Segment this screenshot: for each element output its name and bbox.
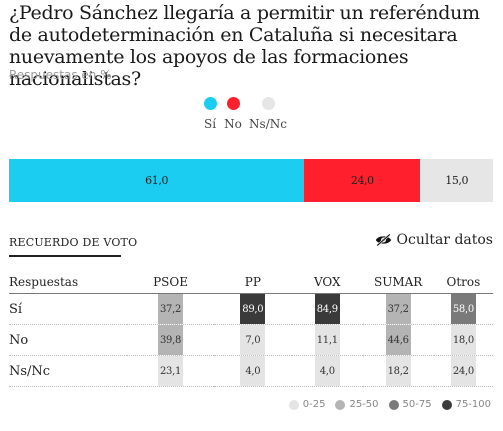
- legend-swatch: [203, 97, 217, 110]
- heatmap-cell: 84,9: [314, 294, 340, 324]
- table-cell: 39,8: [127, 324, 214, 356]
- table-cell: 24,0: [433, 355, 493, 387]
- bar-segment: 24,0: [304, 159, 421, 202]
- column-header: VOX: [291, 271, 363, 294]
- legend-swatch: [226, 97, 240, 110]
- legend-item: Sí: [180, 97, 240, 131]
- table-row: Ns/Nc 23,1 4,0 4,0 18,2 24,0: [9, 355, 493, 387]
- row-header: Respuestas: [9, 271, 128, 294]
- heatmap-cell: 11,1: [314, 325, 340, 355]
- scale-label: 25-50: [349, 399, 379, 410]
- scale-item: 0-25: [288, 399, 326, 410]
- legend-label: Ns/Nc: [249, 117, 287, 131]
- chart-subtitle: Respuestas en %: [9, 68, 112, 82]
- scale-swatch: [441, 399, 452, 410]
- legend-swatch: [261, 97, 275, 110]
- table-cell: 44,6: [362, 324, 434, 356]
- bar-segment: 61,0: [9, 159, 305, 202]
- section-tab-recuerdo-de-voto[interactable]: RECUERDO DE VOTO: [9, 236, 138, 249]
- heatmap-cell: 39,8: [158, 325, 184, 355]
- hide-data-button[interactable]: Ocultar datos: [375, 232, 493, 248]
- hide-data-label: Ocultar datos: [396, 232, 493, 248]
- heatmap-cell: 18,2: [385, 356, 411, 386]
- bar-segment: 15,0: [420, 159, 493, 202]
- row-label: No: [9, 324, 128, 356]
- table-cell: 11,1: [291, 324, 363, 356]
- scale-label: 0-25: [302, 399, 326, 410]
- scale-label: 75-100: [455, 399, 491, 410]
- row-label: Sí: [9, 293, 128, 325]
- scale-label: 50-75: [402, 399, 432, 410]
- heatmap-cell: 58,0: [450, 294, 476, 324]
- table-cell: 89,0: [213, 293, 292, 325]
- table-cell: 18,0: [433, 324, 493, 356]
- row-label: Ns/Nc: [9, 355, 128, 387]
- bar-value-label: 61,0: [145, 174, 169, 187]
- scale-item: 50-75: [388, 399, 432, 410]
- table-cell: 84,9: [291, 293, 363, 325]
- table-row: Sí 37,2 89,0 84,9 37,2 58,0: [9, 293, 493, 325]
- heatmap-cell: 4,0: [240, 356, 266, 386]
- heatmap-cell: 37,2: [158, 294, 184, 324]
- table-cell: 23,1: [127, 355, 214, 387]
- bar-value-label: 15,0: [445, 174, 469, 187]
- table-cell: 58,0: [433, 293, 493, 325]
- eye-slash-icon: [375, 233, 391, 247]
- table-cell: 37,2: [127, 293, 214, 325]
- chart-title: ¿Pedro Sánchez llegaría a permitir un re…: [9, 2, 480, 90]
- table-cell: 18,2: [362, 355, 434, 387]
- scale-swatch: [335, 399, 346, 410]
- heatmap-cell: 23,1: [158, 356, 184, 386]
- heatmap-cell: 37,2: [385, 294, 411, 324]
- stacked-bar: 61,0 24,0 15,0: [9, 159, 493, 202]
- table-cell: 4,0: [291, 355, 363, 387]
- heatmap-cell: 7,0: [240, 325, 266, 355]
- heatmap-cell: 89,0: [240, 294, 266, 324]
- scale-swatch: [388, 399, 399, 410]
- legend-item: Ns/Nc: [238, 97, 298, 131]
- scale-item: 75-100: [441, 399, 491, 410]
- legend-item: No: [203, 97, 263, 131]
- heatmap-cell: 18,0: [450, 325, 476, 355]
- scale-swatch: [288, 399, 299, 410]
- table-cell: 37,2: [362, 293, 434, 325]
- vote-recall-table: Respuestas PSOE PP VOX SUMAR Otros Sí 37,2 89,0…: [9, 271, 493, 387]
- bar-value-label: 24,0: [350, 174, 374, 187]
- column-header: PSOE: [127, 271, 214, 294]
- heatmap-cell: 24,0: [450, 356, 476, 386]
- table-row: No 39,8 7,0 11,1 44,6 18,0: [9, 324, 493, 356]
- heatmap-cell: 44,6: [385, 325, 411, 355]
- column-header: Otros: [433, 271, 493, 294]
- heatmap-cell: 4,0: [314, 356, 340, 386]
- scale-item: 25-50: [335, 399, 379, 410]
- table-cell: 4,0: [213, 355, 292, 387]
- table-cell: 7,0: [213, 324, 292, 356]
- heatmap-scale-legend: 0-25 25-50 50-75 75-100: [288, 399, 491, 410]
- section-tab-underline: [9, 255, 121, 257]
- column-header: SUMAR: [362, 271, 434, 294]
- column-header: PP: [213, 271, 292, 294]
- legend-label: No: [224, 117, 242, 131]
- legend: Sí No Ns/Nc: [0, 97, 503, 137]
- legend-label: Sí: [203, 117, 217, 131]
